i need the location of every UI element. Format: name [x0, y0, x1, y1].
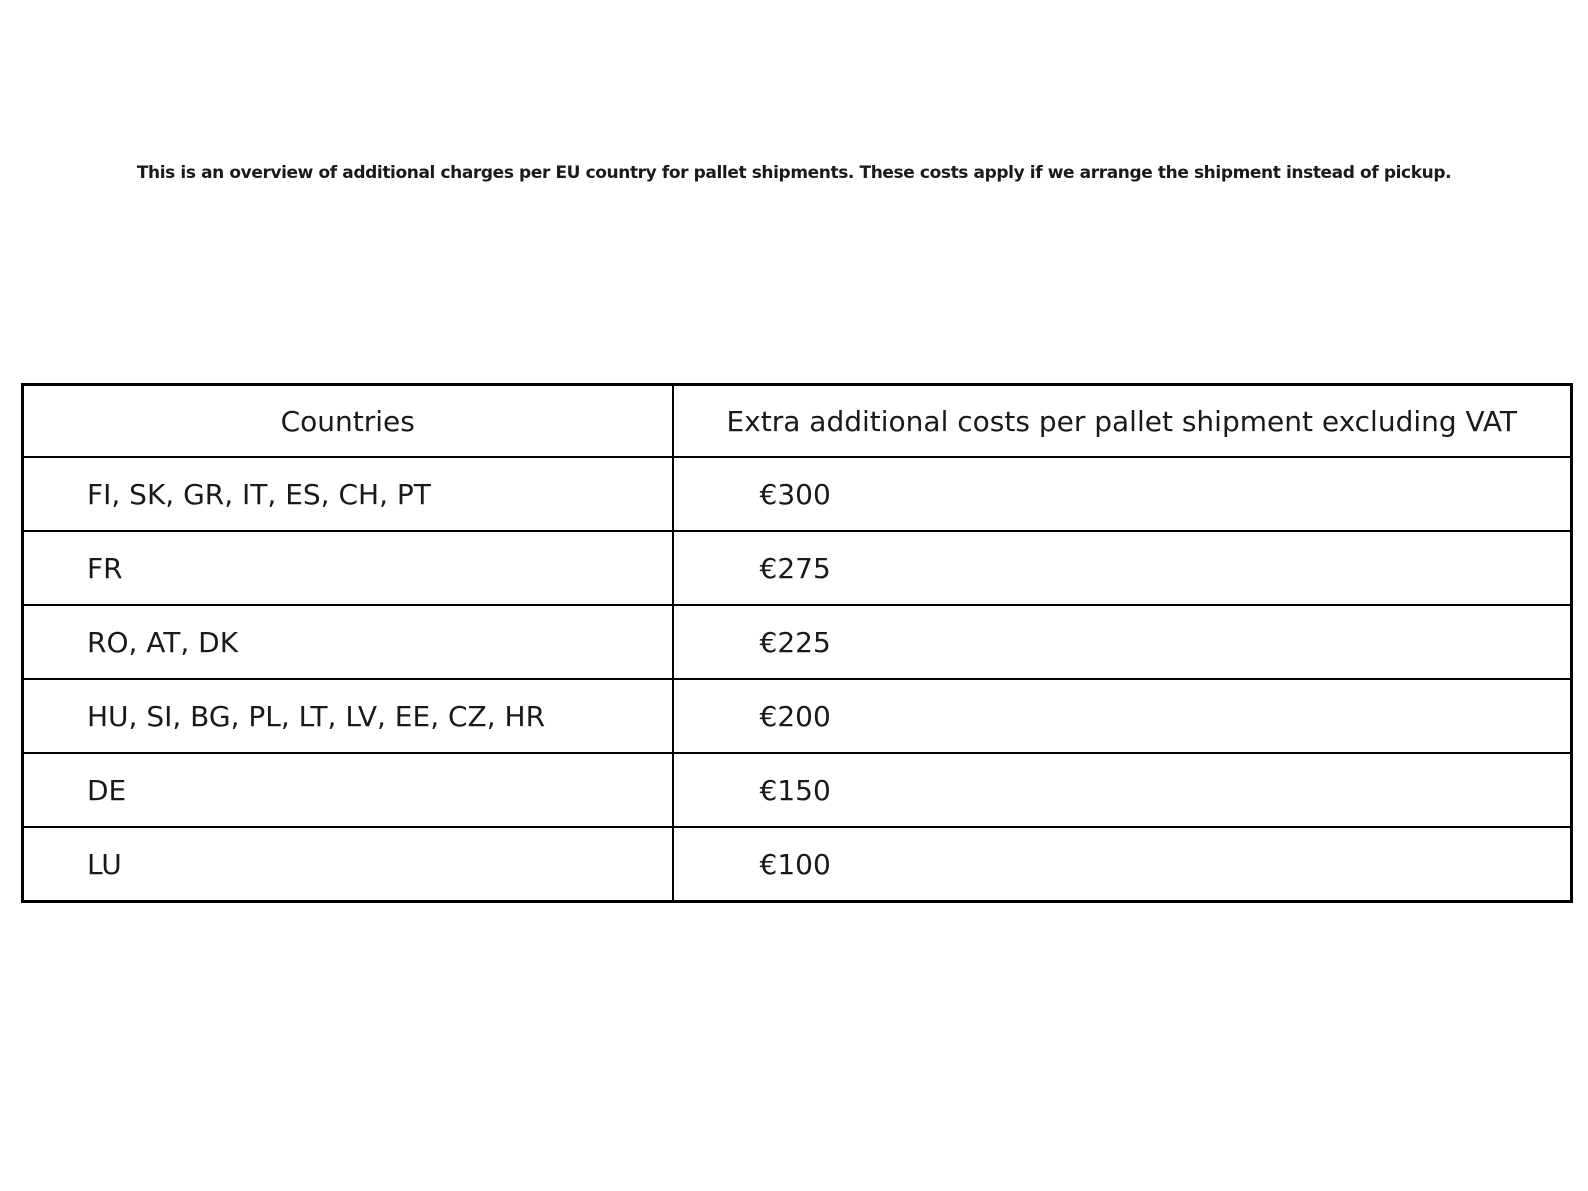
table-row: FI, SK, GR, IT, ES, CH, PT €300: [21, 456, 1573, 532]
cost-cell: €150: [671, 752, 1573, 828]
countries-cell: HU, SI, BG, PL, LT, LV, EE, CZ, HR: [21, 678, 674, 754]
cost-cell: €100: [671, 826, 1573, 903]
countries-cell: DE: [21, 752, 674, 828]
table-row: RO, AT, DK €225: [21, 604, 1573, 680]
table-header-row: Countries Extra additional costs per pal…: [21, 383, 1573, 458]
cost-cell: €300: [671, 456, 1573, 532]
table-row: HU, SI, BG, PL, LT, LV, EE, CZ, HR €200: [21, 678, 1573, 754]
countries-cell: LU: [21, 826, 674, 903]
countries-cell: RO, AT, DK: [21, 604, 674, 680]
countries-cell: FI, SK, GR, IT, ES, CH, PT: [21, 456, 674, 532]
cost-cell: €275: [671, 530, 1573, 606]
intro-text: This is an overview of additional charge…: [136, 163, 1452, 183]
table-row: FR €275: [21, 530, 1573, 606]
column-header-costs: Extra additional costs per pallet shipme…: [671, 383, 1573, 458]
cost-cell: €200: [671, 678, 1573, 754]
column-header-countries: Countries: [21, 383, 674, 458]
table-row: LU €100: [21, 826, 1573, 903]
table-row: DE €150: [21, 752, 1573, 828]
charges-table: Countries Extra additional costs per pal…: [21, 383, 1573, 903]
countries-cell: FR: [21, 530, 674, 606]
cost-cell: €225: [671, 604, 1573, 680]
